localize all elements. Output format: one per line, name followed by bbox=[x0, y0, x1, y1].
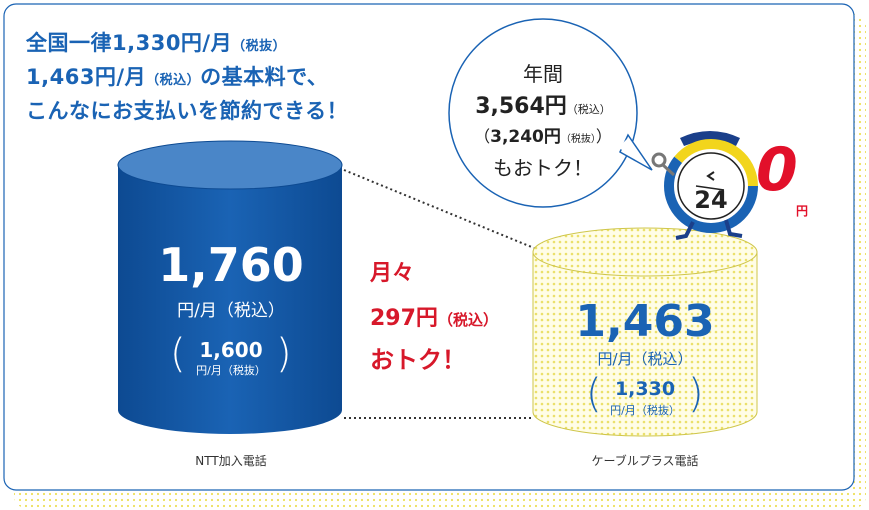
zero-unit: 円 bbox=[796, 204, 809, 218]
ntt-cylinder bbox=[117, 140, 343, 434]
bubble-line-3: （3,240円（税抜）） bbox=[474, 127, 612, 147]
ntt-sub-price: 1,600 bbox=[199, 338, 263, 362]
savings-line-1: 月々 bbox=[370, 261, 415, 286]
ntt-sub-unit: 円/月（税抜） bbox=[196, 364, 266, 377]
headline: 全国一律1,330円/月（税抜） 1,463円/月（税込）の基本料で、 こんなに… bbox=[26, 28, 348, 127]
clock-number: 24 bbox=[694, 186, 728, 214]
headline-line-3: こんなにお支払いを節約できる！ bbox=[26, 99, 349, 123]
ntt-label: NTT加入電話 bbox=[195, 454, 267, 468]
ntt-price: 1,760 bbox=[158, 238, 304, 292]
zero-price: 0 bbox=[756, 135, 798, 205]
cable-label: ケーブルプラス電話 bbox=[591, 454, 699, 468]
connector-top bbox=[343, 169, 535, 249]
bubble-line-1: 年間 bbox=[523, 62, 563, 86]
headline-line-1: 全国一律1,330円/月（税抜） bbox=[26, 31, 287, 55]
cable-sub-price: 1,330 bbox=[614, 378, 676, 400]
headline-line-2: 1,463円/月（税込）の基本料で、 bbox=[26, 65, 329, 89]
cable-unit: 円/月（税込） bbox=[597, 350, 693, 368]
cable-paren-left: ( bbox=[586, 371, 602, 417]
savings-amount: 297円（税込） bbox=[370, 306, 498, 331]
cable-sub-unit: 円/月（税抜） bbox=[610, 404, 680, 417]
cable-cylinder bbox=[532, 227, 758, 437]
bubble-line-2: 3,564円（税込） bbox=[475, 94, 611, 119]
speech-bubble bbox=[448, 18, 653, 208]
ntt-unit: 円/月（税込） bbox=[177, 301, 285, 321]
bubble-line-4: もおトク！ bbox=[493, 156, 593, 180]
cable-paren-right: ) bbox=[688, 371, 704, 417]
ntt-paren-left: ( bbox=[170, 331, 186, 377]
cable-price: 1,463 bbox=[575, 296, 715, 347]
savings-line-3: おトク！ bbox=[370, 346, 466, 374]
ntt-paren-right: ) bbox=[276, 331, 292, 377]
clock-mascot bbox=[651, 131, 758, 240]
